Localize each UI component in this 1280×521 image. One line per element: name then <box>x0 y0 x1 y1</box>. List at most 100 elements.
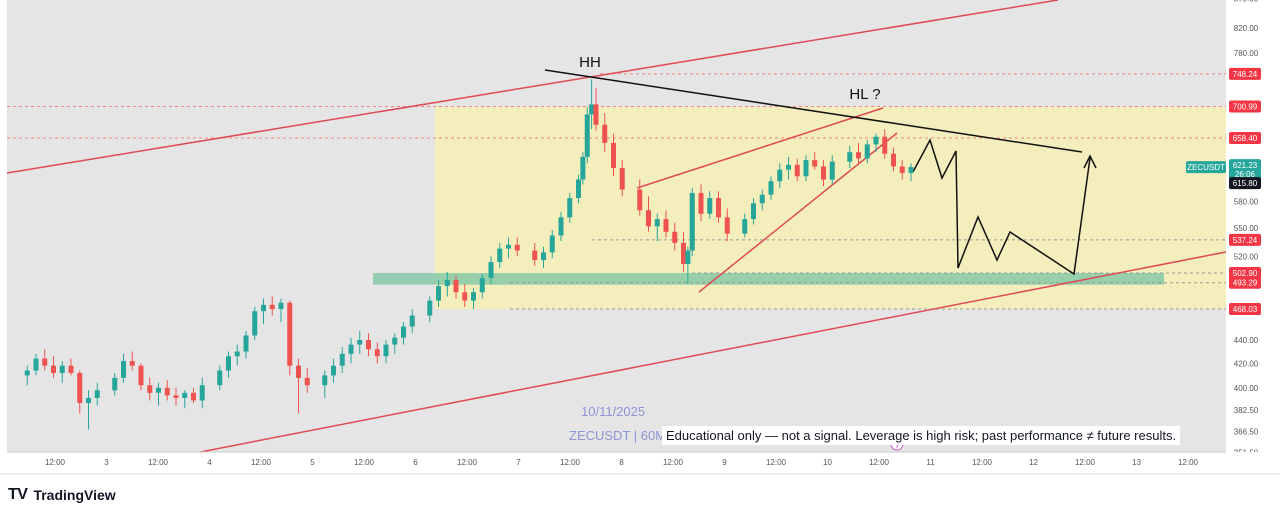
candle-body <box>786 164 791 170</box>
candle-body <box>672 231 678 243</box>
candle-body <box>541 252 546 261</box>
candle-body <box>567 198 573 218</box>
lower-channel-line <box>184 251 1227 456</box>
descending-trendline <box>544 69 1083 153</box>
candle-body <box>436 286 441 301</box>
x-tick-label: 12:00 <box>148 458 169 467</box>
candle-body <box>226 356 231 371</box>
candle-body <box>856 152 861 159</box>
candle-body <box>94 390 100 398</box>
candle-body <box>409 315 415 327</box>
y-tick-label: 400.00 <box>1234 384 1259 393</box>
candle-body <box>654 219 660 227</box>
y-tick-label: 870.00 <box>1234 0 1259 3</box>
x-tick-label: 12:00 <box>45 458 66 467</box>
wedge-upper-line <box>636 107 884 189</box>
candle-body <box>580 156 586 180</box>
price-label-badge <box>1229 303 1261 316</box>
x-tick-label: 13 <box>1132 458 1141 467</box>
candle-body <box>742 219 748 234</box>
candle-body <box>558 217 564 236</box>
candle-body <box>716 198 721 218</box>
price-label-text: 658.40 <box>1233 134 1258 143</box>
candle-body <box>331 365 336 376</box>
x-tick-label: 10 <box>823 458 832 467</box>
candle-body <box>589 104 595 115</box>
candle-body <box>576 179 581 199</box>
candle-body <box>383 344 389 357</box>
candle-body <box>724 217 730 234</box>
candle-body <box>427 300 433 316</box>
candle-body <box>794 164 800 177</box>
price-label-badge <box>1229 131 1261 144</box>
y-tick-label: 440.00 <box>1234 336 1259 345</box>
price-label-badge <box>1229 100 1261 113</box>
candle-body <box>584 114 590 157</box>
x-tick-label: 12 <box>1029 458 1038 467</box>
candle-body <box>611 142 616 169</box>
candle-body <box>296 365 301 378</box>
candle-body <box>129 360 135 366</box>
y-tick-label: 580.00 <box>1234 198 1259 207</box>
price-label-text: 700.99 <box>1233 103 1258 112</box>
candle-body <box>156 387 161 393</box>
annotation-label: HL ? <box>849 86 880 103</box>
candle-body <box>471 292 476 301</box>
candle-body <box>278 302 284 310</box>
x-tick-label: 12:00 <box>560 458 581 467</box>
x-tick-label: 9 <box>722 458 727 467</box>
candle-body <box>339 353 345 366</box>
candle-body <box>164 387 170 396</box>
candle-body <box>357 340 363 345</box>
price-label-text: 493.29 <box>1233 279 1258 288</box>
candle-body <box>147 385 153 393</box>
tradingview-footer[interactable]: TV TradingView <box>8 484 116 506</box>
projected-path <box>912 138 1091 276</box>
y-tick-label: 420.00 <box>1234 359 1259 368</box>
candle-body <box>59 365 65 373</box>
candle-body <box>173 395 179 398</box>
annotation-label: HH <box>579 54 601 71</box>
x-tick-label: 12:00 <box>663 458 684 467</box>
candle-body <box>374 349 380 357</box>
candle-body <box>77 372 83 404</box>
x-tick-label: 12:00 <box>354 458 375 467</box>
price-label-text: 537.24 <box>1233 236 1258 245</box>
x-tick-label: 12:00 <box>972 458 993 467</box>
candle-body <box>707 198 713 214</box>
candle-body <box>392 337 398 345</box>
price-label-text: 748.24 <box>1233 70 1258 79</box>
candle-body <box>252 311 258 336</box>
x-tick-label: 12:00 <box>251 458 272 467</box>
countdown-text: 26:06 <box>1235 170 1256 179</box>
y-tick-label: 820.00 <box>1234 24 1259 33</box>
y-tick-label: 382.50 <box>1234 406 1259 415</box>
candle-body <box>51 365 56 373</box>
x-tick-label: 4 <box>207 458 212 467</box>
candle-body <box>322 375 328 386</box>
candle-body <box>453 279 459 293</box>
watermark-date: 10/11/2025 <box>581 404 646 419</box>
price-label-badge <box>1229 67 1261 80</box>
last-price-badge <box>1229 159 1261 180</box>
candle-body <box>199 385 205 401</box>
tradingview-logo-icon: TV <box>8 486 28 503</box>
candle-body <box>112 377 118 391</box>
price-label-text: 468.03 <box>1233 305 1258 314</box>
x-tick-label: 12:00 <box>1178 458 1199 467</box>
x-tick-label: 12:00 <box>1075 458 1096 467</box>
candle-body <box>908 167 914 173</box>
projection-arrowhead <box>1083 154 1097 169</box>
candle-body <box>366 340 371 350</box>
candle-body <box>269 304 275 310</box>
support-zone <box>373 273 1164 285</box>
candle-body <box>191 392 196 401</box>
candle-body <box>663 219 669 232</box>
price-label-badge <box>1229 267 1261 280</box>
candle-body <box>821 166 826 180</box>
candle-body <box>602 124 608 143</box>
candle-body <box>138 365 144 386</box>
x-tick-label: 7 <box>516 458 521 467</box>
